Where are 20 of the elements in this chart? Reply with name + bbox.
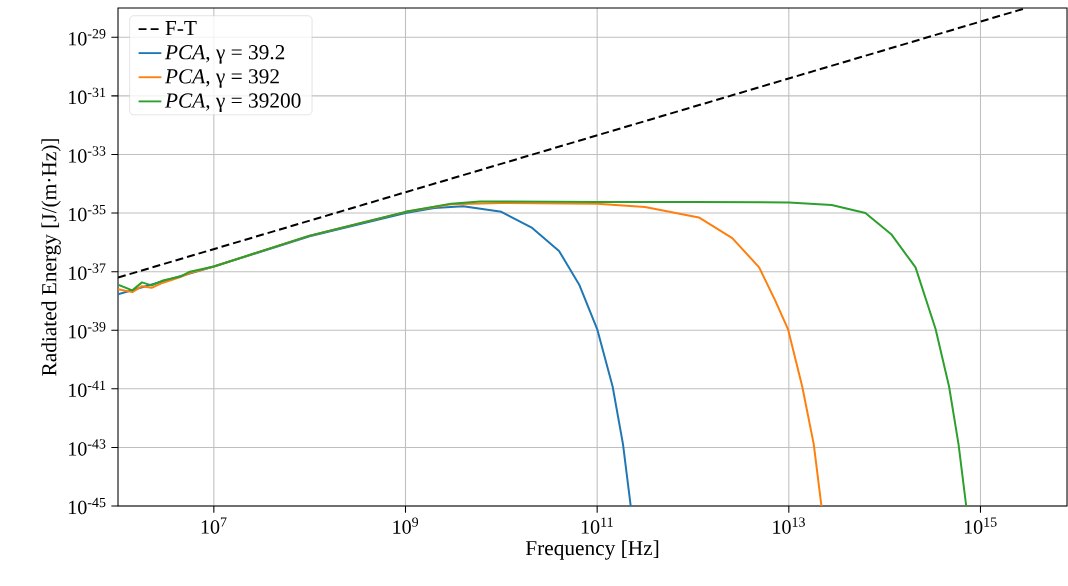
y-tick-label: 10$^{-35}$ xyxy=(69,204,106,222)
y-tick-label: 10$^{-45}$ xyxy=(69,497,106,515)
legend-label: PCA, γ = 392 xyxy=(164,69,279,88)
y-tick-label: 10$^{-29}$ xyxy=(69,29,106,46)
y-tick-label: 10$^{-33}$ xyxy=(69,146,106,163)
legend-label: F-T xyxy=(165,21,197,36)
legend-label: PCA, γ = 39200 xyxy=(164,93,301,113)
x-tick-label: 10$^{11}$ xyxy=(581,517,613,534)
legend-label: PCA, γ = 39.2 xyxy=(164,45,285,64)
x-axis-title: Frequency [Hz] xyxy=(525,540,659,560)
y-tick-label: 10$^{-41}$ xyxy=(69,380,106,398)
x-tick-label: 10$^{9}$ xyxy=(393,517,419,534)
x-tick-label: 10$^{15}$ xyxy=(964,517,997,534)
x-tick-label: 10$^{7}$ xyxy=(201,517,227,534)
y-axis-title: Radiated Energy [J/(m·Hz)] xyxy=(41,139,61,376)
y-tick-label: 10$^{-37}$ xyxy=(69,263,106,280)
y-tick-label: 10$^{-31}$ xyxy=(69,87,106,105)
y-tick-label: 10$^{-39}$ xyxy=(69,322,106,339)
x-tick-label: 10$^{13}$ xyxy=(773,517,805,534)
y-tick-label: 10$^{-43}$ xyxy=(69,439,106,456)
